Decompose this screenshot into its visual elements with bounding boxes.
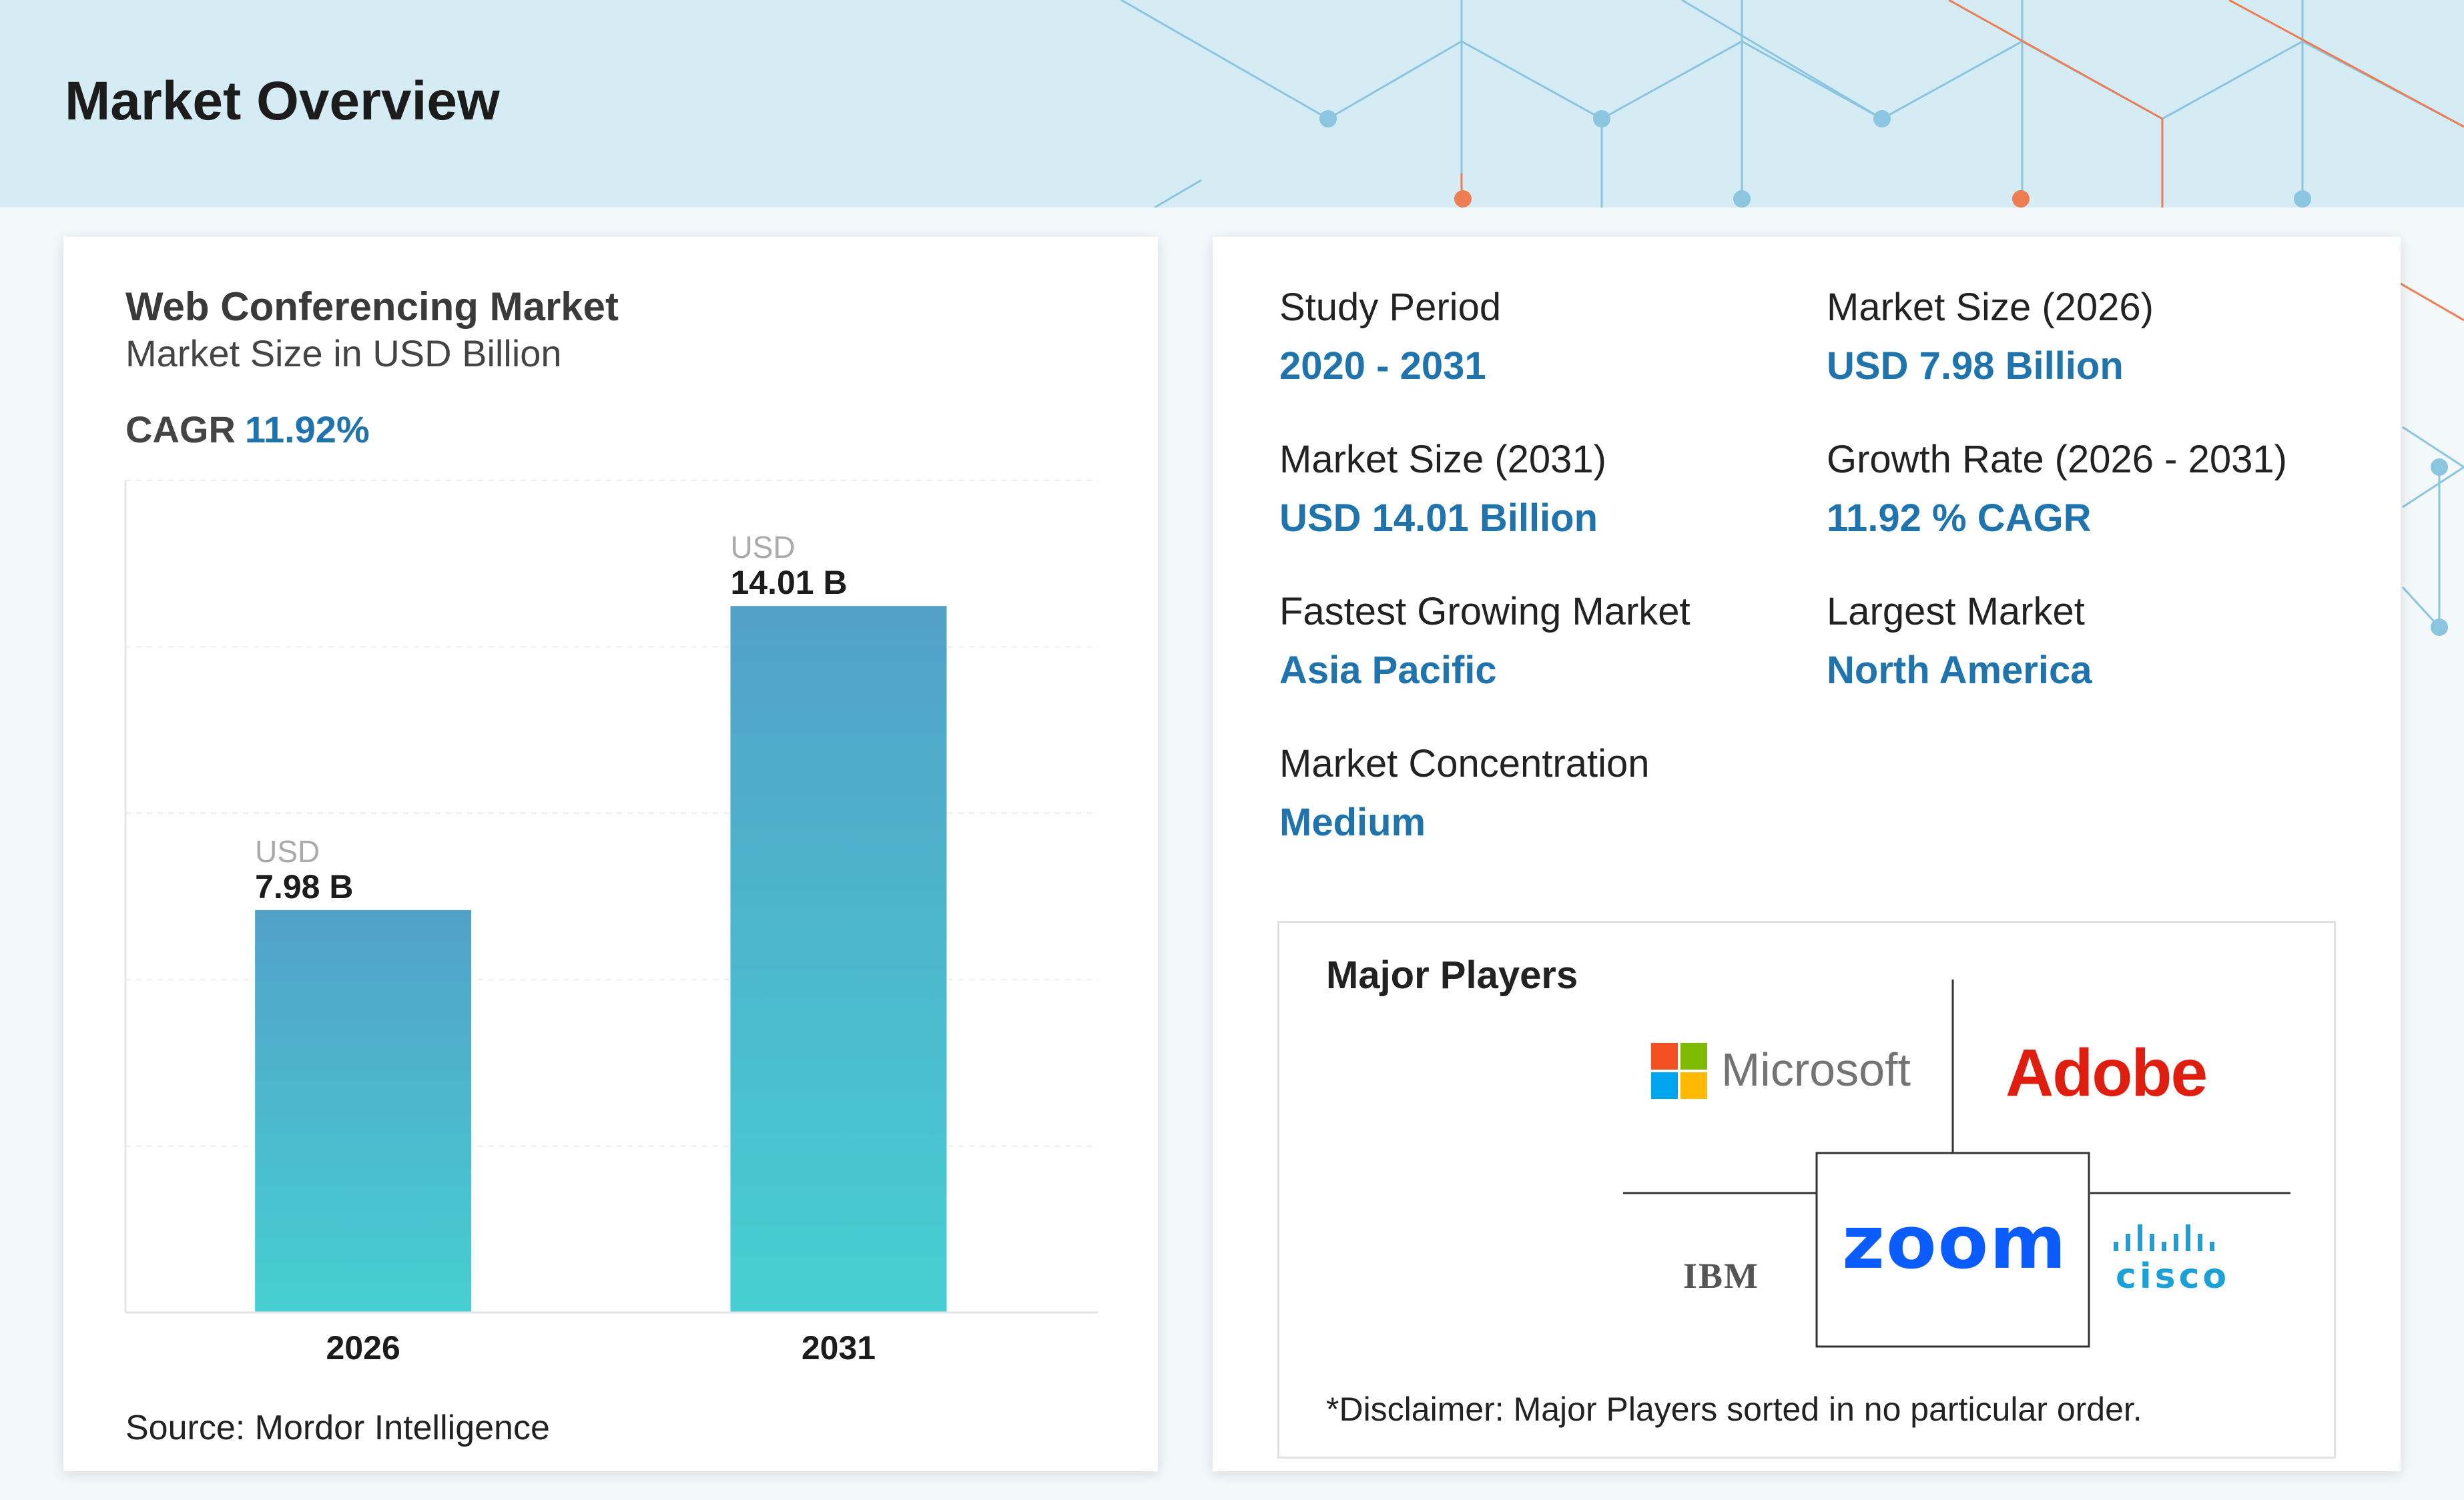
cisco-logo-text: cisco — [2116, 1256, 2230, 1296]
chart-subtitle: Market Size in USD Billion — [125, 332, 562, 374]
market-size-chart-card: Web Conferencing Market Market Size in U… — [63, 237, 1158, 1471]
stat-value-market-size-2026: USD 7.98 Billion — [1827, 344, 2124, 388]
stat-label-fastest-growing: Fastest Growing Market — [1279, 590, 1690, 633]
microsoft-logo-text: Microsoft — [1721, 1044, 1911, 1096]
cagr-row: CAGR 11.92% — [125, 408, 370, 451]
chart-title: Web Conferencing Market — [125, 284, 619, 329]
cisco-logo-icon — [2114, 1224, 2214, 1251]
stat-value-growth-rate: 11.92 % CAGR — [1827, 496, 2092, 540]
bar-label-prefix: USD — [730, 530, 795, 565]
market-stats-card: Study Period 2020 - 2031 Market Size (20… — [1213, 237, 2401, 1471]
stat-value-market-concentration: Medium — [1279, 801, 1426, 844]
stat-label-growth-rate: Growth Rate (2026 - 2031) — [1827, 438, 2287, 481]
zoom-logo-text: zoom — [1842, 1200, 2068, 1285]
stat-label-largest-market: Largest Market — [1827, 590, 2085, 633]
cagr-label: CAGR — [125, 408, 236, 450]
stat-value-largest-market: North America — [1827, 649, 2092, 692]
ibm-logo-text: IBM — [1683, 1256, 1759, 1296]
disclaimer-text: *Disclaimer: Major Players sorted in no … — [1326, 1391, 2142, 1428]
page-title: Market Overview — [65, 71, 500, 131]
bar-2026 — [255, 909, 472, 1312]
microsoft-logo-icon — [1651, 1043, 1707, 1099]
header-banner: Market Overview — [0, 0, 2464, 208]
zoom-logo-frame — [1815, 1152, 2090, 1348]
bar-2031 — [730, 606, 947, 1313]
x-tick-label: 2026 — [326, 1329, 400, 1367]
source-note: Source: Mordor Intelligence — [125, 1409, 550, 1447]
major-players-box: Major Players — [1277, 921, 2336, 1459]
stat-value-fastest-growing: Asia Pacific — [1279, 649, 1497, 692]
stat-value-market-size-2031: USD 14.01 Billion — [1279, 496, 1598, 540]
bar-label-prefix: USD — [255, 834, 320, 869]
stat-label-market-size-2026: Market Size (2026) — [1827, 286, 2154, 329]
cagr-value: 11.92% — [244, 408, 370, 450]
stat-label-market-concentration: Market Concentration — [1279, 742, 1650, 785]
stat-label-study-period: Study Period — [1279, 286, 1502, 329]
player-logo-grid — [1623, 980, 2290, 1348]
bar-value-label: 7.98 B — [255, 868, 353, 905]
x-tick-label: 2031 — [802, 1329, 876, 1367]
decorative-network-pattern — [1121, 0, 2464, 208]
major-players-title: Major Players — [1326, 954, 1578, 997]
stat-label-market-size-2031: Market Size (2031) — [1279, 438, 1606, 481]
adobe-logo-text: Adobe — [2006, 1036, 2208, 1110]
bar-value-label: 14.01 B — [730, 564, 847, 601]
stat-value-study-period: 2020 - 2031 — [1279, 344, 1486, 388]
